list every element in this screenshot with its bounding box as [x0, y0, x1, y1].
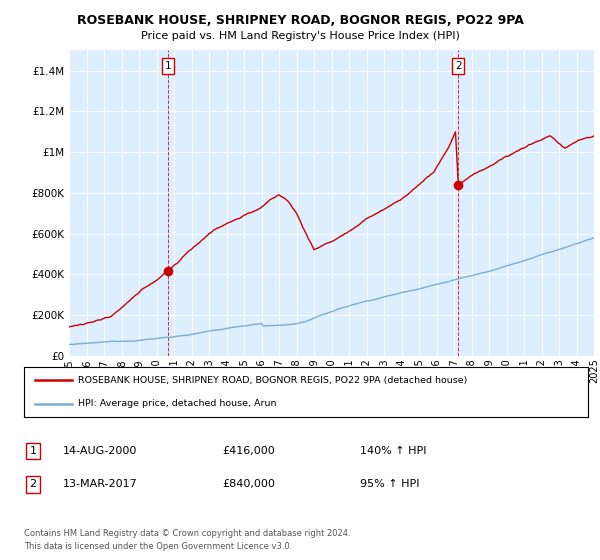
- Text: £840,000: £840,000: [222, 479, 275, 489]
- Text: 140% ↑ HPI: 140% ↑ HPI: [360, 446, 427, 456]
- Text: 2: 2: [29, 479, 37, 489]
- Text: Contains HM Land Registry data © Crown copyright and database right 2024.: Contains HM Land Registry data © Crown c…: [24, 529, 350, 538]
- Text: Price paid vs. HM Land Registry's House Price Index (HPI): Price paid vs. HM Land Registry's House …: [140, 31, 460, 41]
- Text: 95% ↑ HPI: 95% ↑ HPI: [360, 479, 419, 489]
- Text: 1: 1: [29, 446, 37, 456]
- Text: £416,000: £416,000: [222, 446, 275, 456]
- Text: 13-MAR-2017: 13-MAR-2017: [63, 479, 138, 489]
- Text: 1: 1: [165, 61, 172, 71]
- Text: ROSEBANK HOUSE, SHRIPNEY ROAD, BOGNOR REGIS, PO22 9PA (detached house): ROSEBANK HOUSE, SHRIPNEY ROAD, BOGNOR RE…: [77, 376, 467, 385]
- Text: This data is licensed under the Open Government Licence v3.0.: This data is licensed under the Open Gov…: [24, 542, 292, 550]
- Text: HPI: Average price, detached house, Arun: HPI: Average price, detached house, Arun: [77, 399, 276, 408]
- Text: ROSEBANK HOUSE, SHRIPNEY ROAD, BOGNOR REGIS, PO22 9PA: ROSEBANK HOUSE, SHRIPNEY ROAD, BOGNOR RE…: [77, 14, 523, 27]
- Text: 14-AUG-2000: 14-AUG-2000: [63, 446, 137, 456]
- Text: 2: 2: [455, 61, 461, 71]
